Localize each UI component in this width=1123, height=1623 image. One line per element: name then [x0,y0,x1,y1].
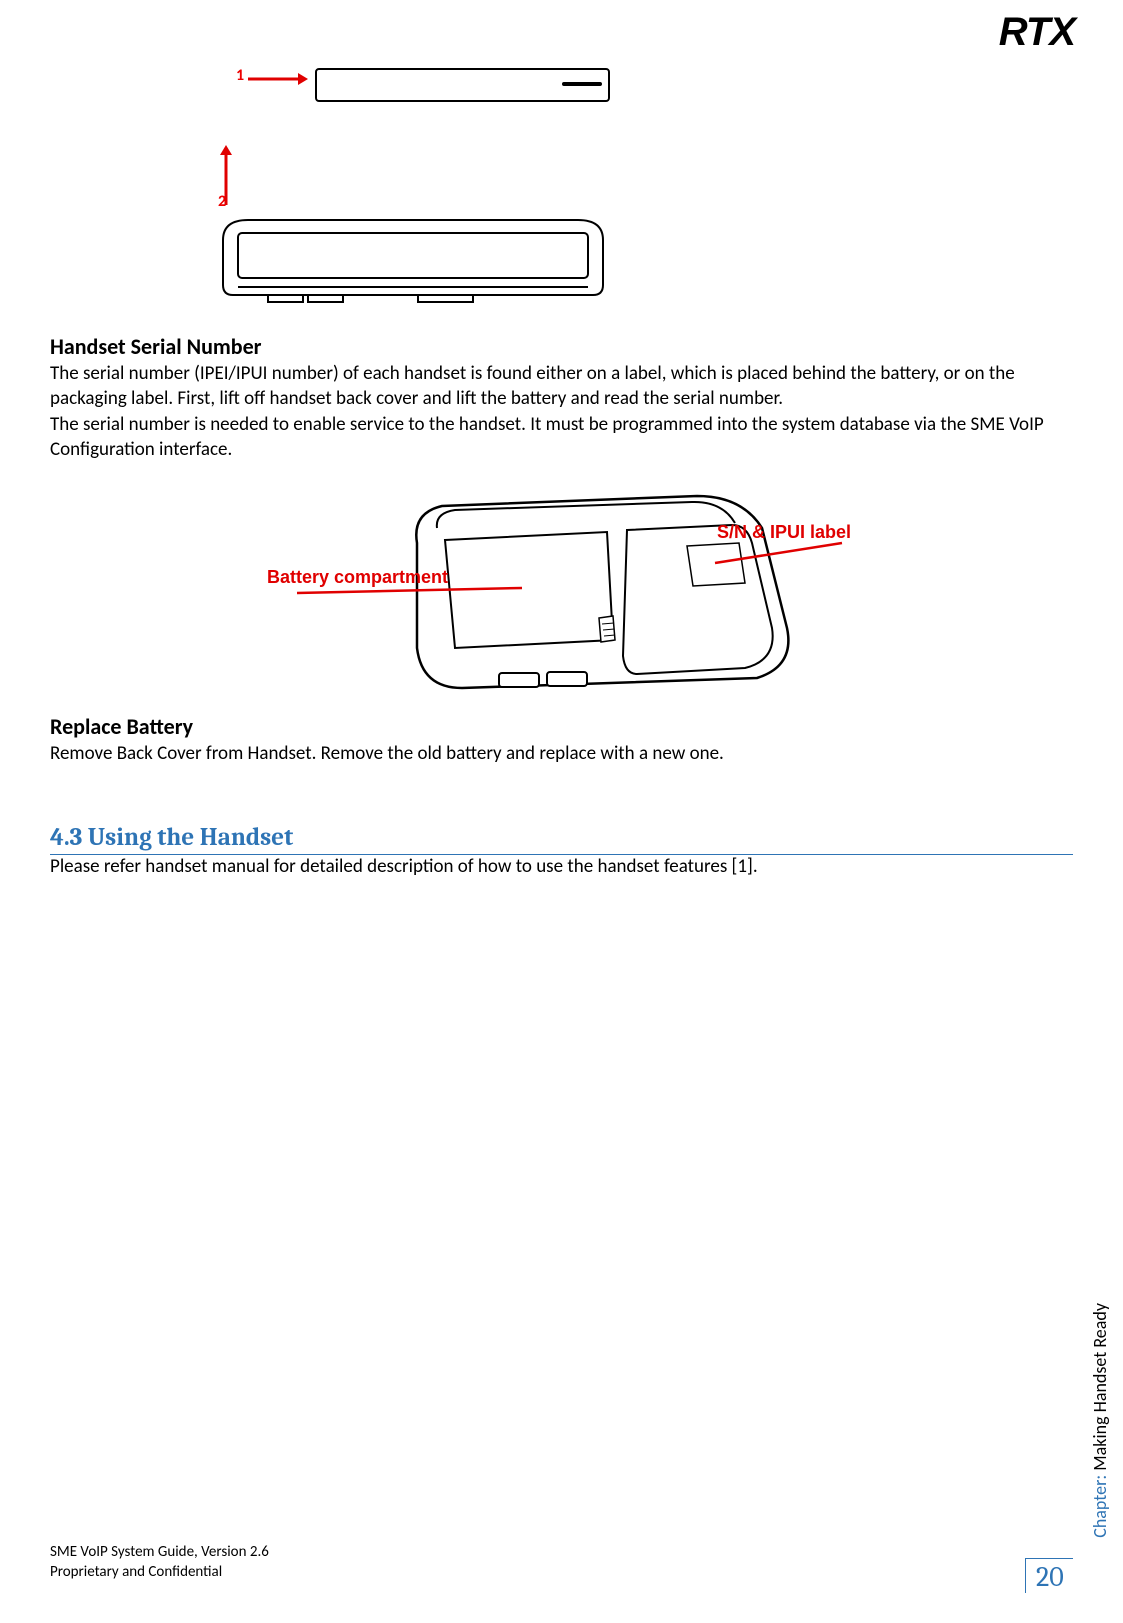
figure1-label-1: 1 [236,66,244,85]
figure2-label-right: S/N & IPUI label [717,522,851,542]
arrow-up-icon [220,145,232,205]
paragraph: Please refer handset manual for detailed… [50,855,1073,880]
paragraph: The serial number (IPEI/IPUI number) of … [50,362,1073,411]
page-footer: SME VoIP System Guide, Version 2.6 Propr… [50,1543,1073,1593]
footer-line1: SME VoIP System Guide, Version 2.6 [50,1543,1073,1563]
chapter-label: Chapter: Making Handset Ready [1089,1303,1111,1538]
figure-battery-compartment: Battery compartment S/N & IPUI label [267,488,857,693]
chapter-name: Making Handset Ready [1089,1303,1111,1471]
arrow-right-icon [248,73,308,85]
page-number: 20 [1025,1558,1073,1593]
chapter-prefix: Chapter: [1089,1475,1111,1538]
heading-replace-battery: Replace Battery [50,713,1073,740]
paragraph: The serial number is needed to enable se… [50,413,1073,462]
footer-line2: Proprietary and Confidential [50,1563,1073,1583]
section-title: Using the Handset [88,823,293,852]
figure1-top-part [315,68,610,102]
figure-handset-cover: 1 2 [220,68,620,313]
brand-logo: RTX [999,10,1073,55]
paragraph: Remove Back Cover from Handset. Remove t… [50,742,1073,767]
section-number: 4.3 [50,823,82,852]
figure1-bottom-part [218,215,608,305]
heading-using-handset: 4.3 Using the Handset [50,823,1073,855]
figure2-label-left: Battery compartment [267,567,448,587]
heading-serial-number: Handset Serial Number [50,333,1073,360]
